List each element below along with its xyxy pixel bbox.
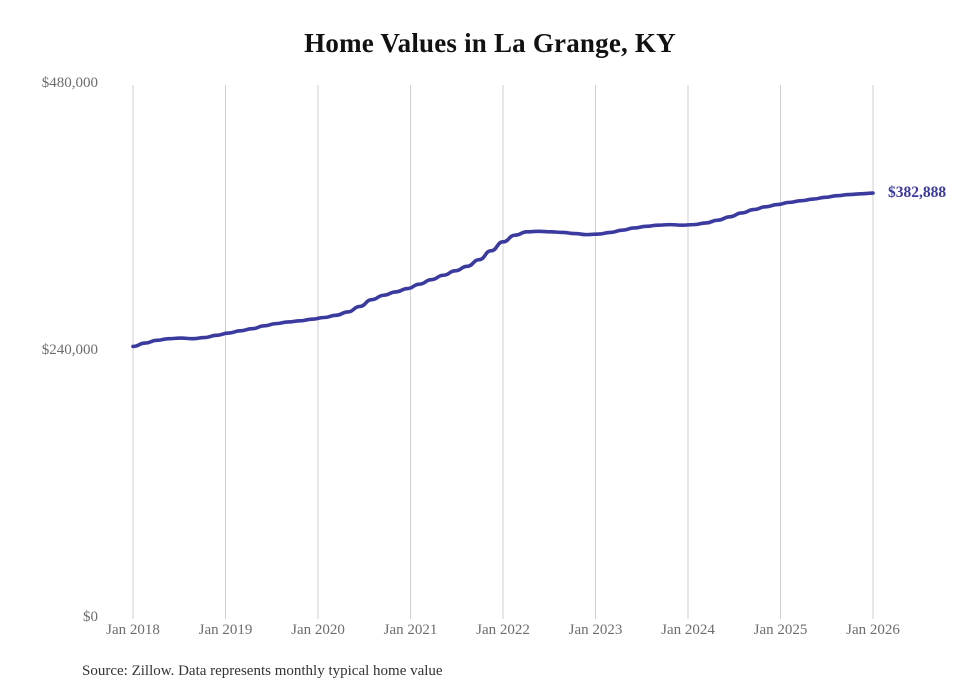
gridlines-group bbox=[132, 85, 874, 619]
chart-title: Home Values in La Grange, KY bbox=[304, 28, 676, 58]
y-axis-tick-label: $480,000 bbox=[41, 75, 98, 91]
x-axis-tick-label: Jan 2018 bbox=[106, 622, 160, 638]
x-axis-tick-label: Jan 2020 bbox=[291, 622, 345, 638]
x-axis-tick-label: Jan 2026 bbox=[846, 622, 900, 638]
x-axis-tick-label: Jan 2024 bbox=[661, 622, 715, 638]
x-axis-tick-label: Jan 2025 bbox=[753, 622, 808, 638]
x-axis-tick-label: Jan 2023 bbox=[568, 622, 623, 638]
y-axis-tick-label: $240,000 bbox=[41, 342, 98, 358]
source-note: Source: Zillow. Data represents monthly … bbox=[82, 663, 443, 679]
end-value-callout: $382,888 bbox=[888, 184, 947, 202]
value-line-path bbox=[131, 191, 875, 349]
y-axis-tick-label: $0 bbox=[83, 609, 98, 625]
x-axis-tick-label: Jan 2021 bbox=[383, 622, 438, 638]
x-axis-tick-label: Jan 2022 bbox=[476, 622, 530, 638]
x-axis-tick-label: Jan 2019 bbox=[198, 622, 253, 638]
